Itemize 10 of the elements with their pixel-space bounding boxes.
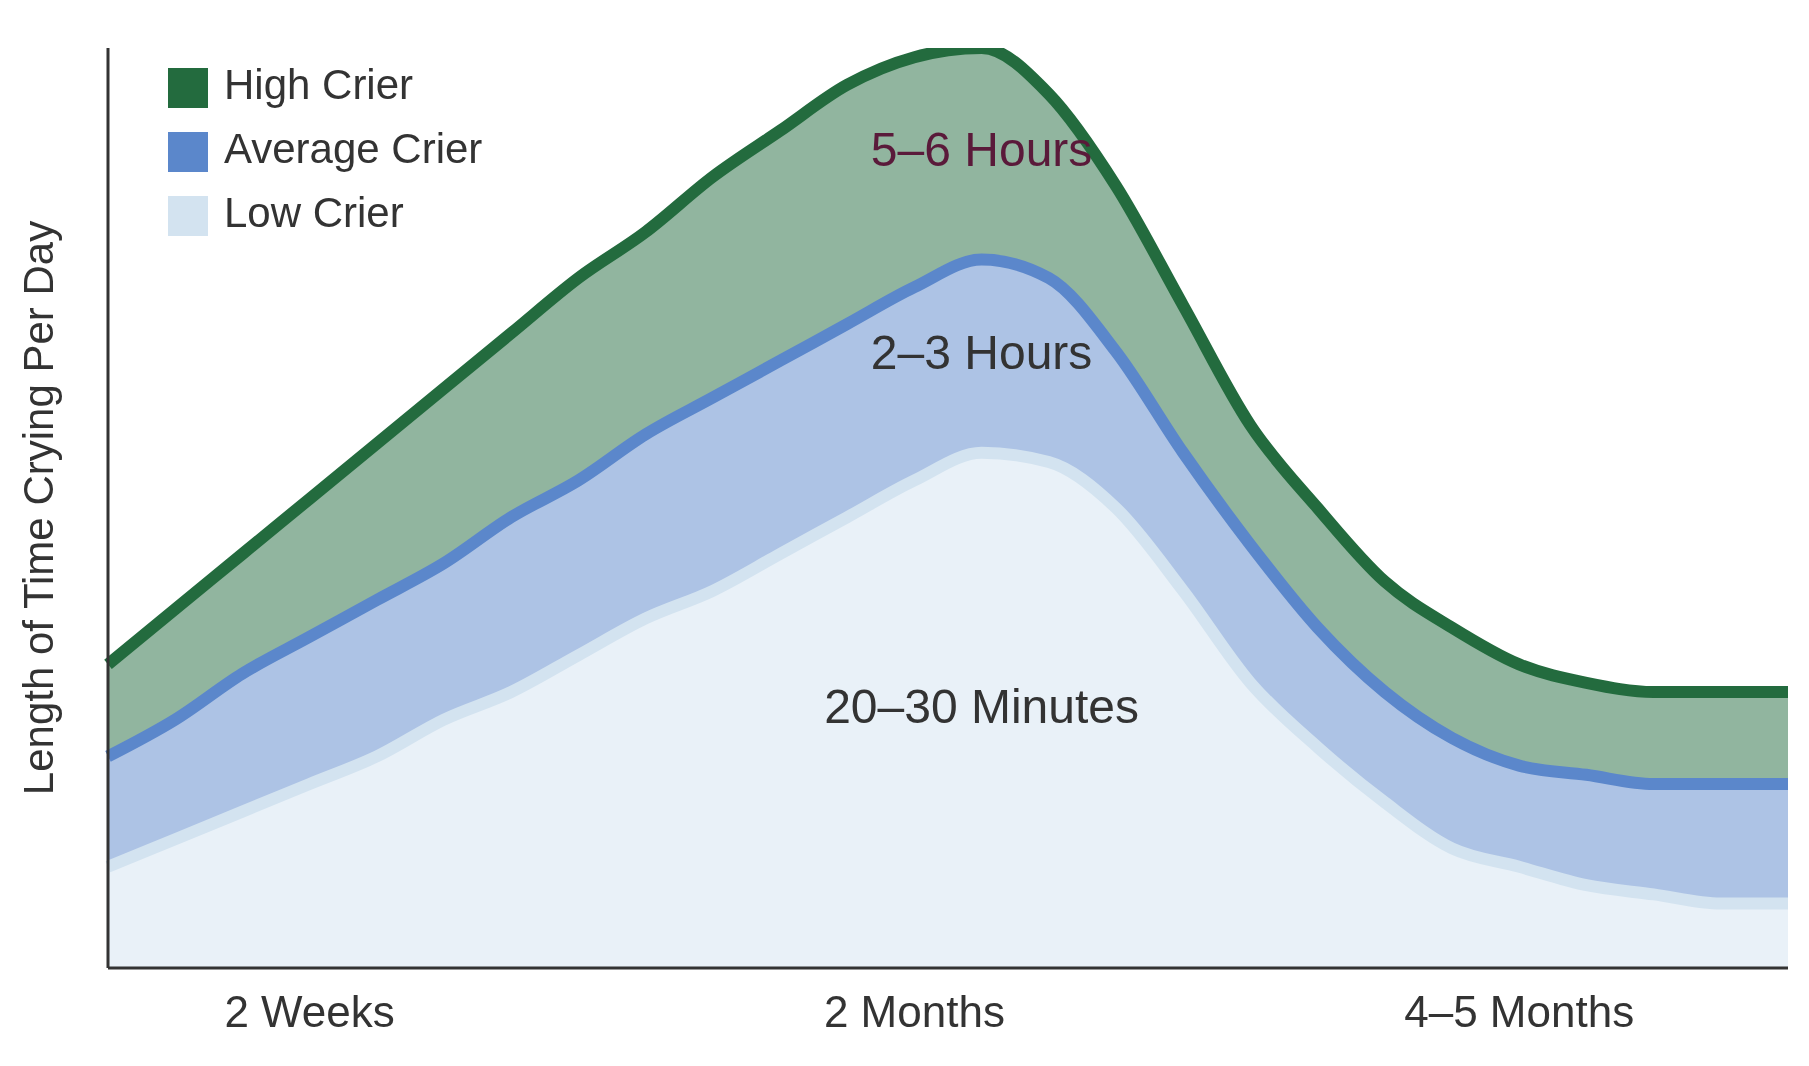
annotation: 2–3 Hours: [870, 325, 1093, 379]
x-tick-label: 4–5 Months: [1404, 987, 1635, 1037]
legend-label: High Crier: [224, 61, 414, 108]
annotation: 20–30 Minutes: [824, 680, 1140, 734]
y-axis-title: Length of Time Crying Per Day: [14, 220, 62, 796]
legend-label: Average Crier: [224, 125, 483, 172]
annotation: 5–6 Hours: [870, 123, 1093, 177]
x-tick-label: 2 Months: [823, 987, 1005, 1037]
legend-label: Low Crier: [224, 189, 404, 236]
x-tick-label: 2 Weeks: [224, 987, 395, 1037]
